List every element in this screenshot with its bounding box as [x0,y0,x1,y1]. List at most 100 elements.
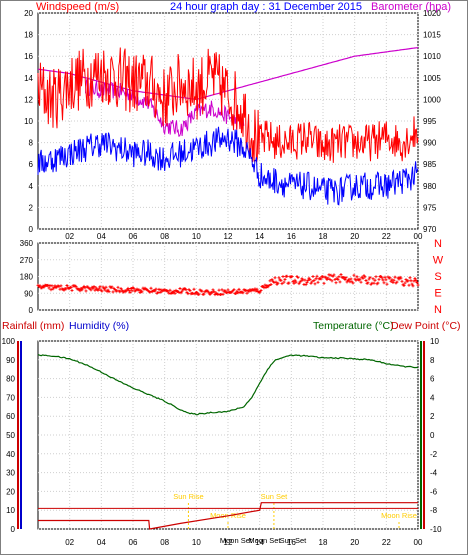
direction-y-tick-label: 90 [24,289,33,298]
direction-point [287,281,291,285]
direction-point [285,274,289,278]
wind-y-tick-label: 14 [24,74,33,83]
event-label: Sun Set [261,492,289,501]
direction-point [329,273,333,277]
barometer-y-tick-label: 975 [423,203,437,212]
direction-point [130,289,134,293]
direction-point [349,277,353,281]
temperature-y-tick-label: 6 [430,375,435,384]
direction-y-ticks: 0 90 180 270 360 [20,239,34,315]
wind-average-line [37,126,419,206]
direction-point [304,283,308,287]
temperature-x-tick-label: 20 [350,538,359,547]
direction-point [313,282,317,286]
direction-point [104,285,108,289]
direction-point [334,281,338,285]
wind-y-tick-label: 4 [29,182,34,191]
direction-point [328,277,332,281]
compass-label: E [434,288,441,300]
direction-point [366,281,370,285]
humidity-y-tick-label: 100 [2,337,16,346]
rainfall-line [38,502,418,530]
direction-point [316,280,320,284]
direction-point [223,289,227,293]
wind-x-tick-label: 02 [65,232,74,241]
event-label: Moon Set [220,536,253,545]
direction-point [337,275,341,279]
direction-point [89,288,93,292]
wind-y-tick-label: 18 [24,31,33,40]
direction-point [414,278,418,282]
direction-point [410,282,414,286]
direction-point [390,278,394,282]
direction-point [416,283,420,287]
temperature-x-tick-label: 22 [382,538,391,547]
direction-point [299,279,303,283]
direction-point [294,280,298,284]
barometer-y-tick-label: 1000 [423,95,441,104]
direction-point [221,292,225,296]
barometer-axis-title: Barometer (hpa) [371,1,451,13]
temperature-y-tick-label: -8 [430,506,438,515]
direction-point [293,278,297,282]
direction-point [40,286,44,290]
direction-point [352,273,356,277]
direction-point [47,286,51,290]
direction-point [332,273,336,277]
direction-point [339,272,343,276]
direction-point [400,279,404,283]
direction-point [343,277,347,281]
direction-point [268,279,272,283]
wind-y-ticks: 0 2 4 6 8 10 12 14 16 18 20 [24,9,33,234]
temperature-x-tick-label: 12 [224,538,233,547]
chart-title: 24 hour graph day : 31 December 2015 [170,1,362,13]
direction-point [234,291,238,295]
humidity-y-tick-label: 60 [6,412,15,421]
wind-series [37,47,419,206]
barometer-y-tick-label: 970 [423,225,437,234]
direction-point [384,278,388,282]
direction-point [283,277,287,281]
direction-point [210,291,214,295]
direction-point [270,278,274,282]
direction-point [188,289,192,293]
direction-point [197,292,201,296]
direction-point [374,275,378,279]
barometer-y-tick-label: 1010 [423,52,441,61]
wind-x-tick-label: 04 [97,232,106,241]
direction-point [59,284,63,288]
event-label: Sun Set [280,536,308,545]
direction-point [157,287,161,291]
temperature-y-tick-label: -10 [430,525,442,534]
compass-label: S [434,271,441,283]
direction-point [53,284,57,288]
barometer-fluctuation-line [85,78,245,137]
direction-point [126,286,130,290]
wind-x-tick-label: 06 [129,232,138,241]
direction-point [408,276,412,280]
direction-point [74,284,78,288]
compass-label: N [434,238,442,250]
temperature-x-tick-label: 08 [160,538,169,547]
direction-point [311,275,315,279]
direction-point [358,277,362,281]
direction-point [211,288,215,292]
humidity-y-tick-label: 50 [6,431,15,440]
temperature-x-tick-label: 06 [129,538,138,547]
temperature-line [37,354,418,416]
direction-point [383,275,387,279]
compass-label: N [434,304,442,316]
direction-point [274,280,278,284]
direction-point [290,274,294,278]
humidity-y-tick-label: 0 [11,525,16,534]
direction-point [392,278,396,282]
direction-point [333,277,337,281]
direction-point [192,287,196,291]
direction-point [409,279,413,283]
direction-point [376,281,380,285]
direction-point [137,288,141,292]
direction-point [184,288,188,292]
direction-point [282,280,286,284]
